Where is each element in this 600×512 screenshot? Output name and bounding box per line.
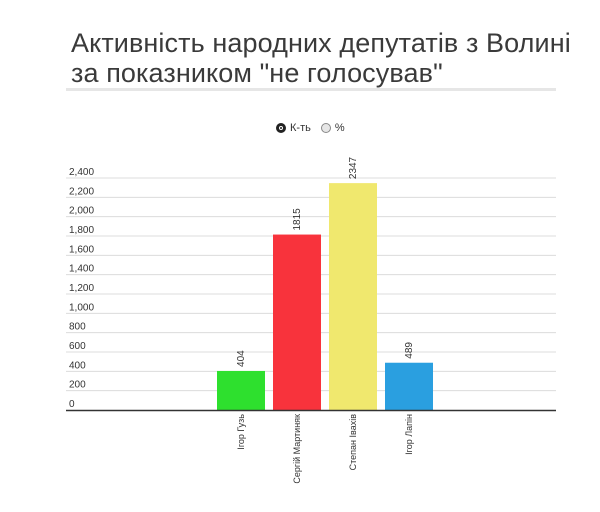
data-label: 2347 bbox=[348, 156, 359, 179]
y-tick-label: 1,800 bbox=[69, 225, 94, 236]
y-tick-label: 600 bbox=[69, 341, 86, 352]
x-category-label: Ігор Гузь bbox=[236, 414, 246, 450]
y-tick-label: 1,400 bbox=[69, 264, 94, 275]
data-label: 1815 bbox=[292, 208, 303, 231]
x-category-label: Ігор Лапін bbox=[404, 414, 414, 455]
bar bbox=[329, 183, 377, 410]
x-category-label: Сергій Мартиняк bbox=[292, 414, 302, 484]
chart-title: Активність народних депутатів з Волині з… bbox=[71, 28, 571, 88]
radio-unselected-icon bbox=[320, 123, 331, 133]
y-tick-label: 0 bbox=[69, 399, 75, 410]
y-tick-label: 1,200 bbox=[69, 283, 94, 294]
y-tick-label: 2,400 bbox=[69, 167, 94, 178]
y-tick-label: 1,600 bbox=[69, 244, 94, 255]
x-category-label: Степан Івахів bbox=[348, 414, 358, 471]
radio-percent[interactable]: % bbox=[320, 122, 345, 134]
bar bbox=[273, 234, 321, 410]
bar bbox=[385, 362, 433, 410]
y-tick-label: 2,200 bbox=[69, 186, 94, 197]
bar bbox=[217, 370, 265, 410]
radio-percent-label: % bbox=[334, 122, 345, 134]
radio-count[interactable]: К-ть bbox=[276, 122, 311, 134]
data-label: 489 bbox=[404, 342, 415, 359]
radio-selected-icon bbox=[276, 123, 286, 133]
radio-count-label: К-ть bbox=[290, 122, 311, 134]
data-label: 404 bbox=[236, 350, 247, 367]
y-tick-label: 400 bbox=[69, 360, 86, 371]
y-tick-label: 2,000 bbox=[69, 206, 94, 217]
title-divider bbox=[66, 88, 556, 91]
y-tick-label: 200 bbox=[69, 380, 86, 391]
metric-toggle: К-ть % bbox=[276, 120, 355, 136]
y-tick-label: 800 bbox=[69, 322, 86, 333]
y-tick-label: 1,000 bbox=[69, 302, 94, 313]
